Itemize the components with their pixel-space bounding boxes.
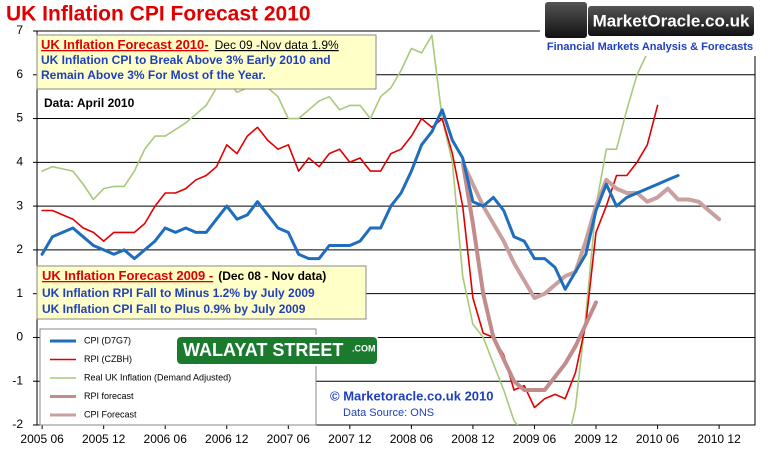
series-line (40, 108, 680, 291)
annotation-line: UK Inflation CPI Fall to Plus 0.9% by Ju… (42, 302, 306, 316)
data-note: Data: April 2010 (44, 96, 135, 110)
y-tick-label: -2 (12, 417, 23, 431)
heading: UK Inflation Forecast 2009 - (42, 268, 213, 283)
logo-banner (588, 6, 754, 36)
note: (Dec 08 - Nov data) (218, 269, 326, 283)
x-tick-label: 2007 06 (267, 432, 311, 446)
series-lines (40, 34, 722, 425)
annotation-box (36, 34, 377, 90)
sign-suffix: .COM (352, 343, 376, 353)
x-tick-label: 2009 12 (574, 432, 618, 446)
legend-label: CPI Forecast (84, 409, 137, 419)
x-tick-label: 2007 12 (328, 432, 372, 446)
x-tick-label: 2008 06 (390, 432, 434, 446)
heading: UK Inflation Forecast 2010- (41, 37, 209, 52)
annotation-line: UK Inflation RPI Fall to Minus 1.2% by J… (42, 286, 315, 300)
sign: WALAYAT STREET .COM (175, 335, 379, 366)
x-tick-label: 2009 06 (513, 432, 557, 446)
copyright: © Marketoracle.co.uk 2010 (330, 388, 494, 403)
chart-title: UK Inflation CPI Forecast 2010 (6, 3, 311, 26)
y-tick-label: 7 (16, 23, 23, 37)
x-tick-label: 2010 12 (697, 432, 741, 446)
annotation-heading: UK Inflation Forecast 2010- Dec 09 -Nov d… (41, 37, 339, 52)
annotation-box (36, 265, 367, 320)
legend-label: CPI (D7G7) (84, 335, 131, 345)
legend-label: Real UK Inflation (Demand Adjusted) (84, 372, 231, 382)
sign-board (175, 335, 379, 366)
y-tick-label: 5 (16, 111, 23, 125)
series-line (41, 104, 659, 409)
legend-label: RPI (CZBH) (84, 354, 132, 364)
ticks: -2 -1 0 1 2 3 4 5 6 7 2005 06 2005 12 2006 06 2006 12… (12, 23, 741, 446)
x-tick-label: 2008 12 (451, 432, 495, 446)
y-tick-label: 4 (16, 155, 23, 169)
y-tick-label: 1 (16, 286, 23, 300)
series-line (460, 160, 598, 392)
annotation-2010: UK Inflation Forecast 2010- Dec 09 -Nov d… (36, 34, 377, 90)
series-line (41, 34, 649, 425)
source: Data Source: ONS (343, 407, 434, 419)
annotation-line: UK Inflation CPI to Break Above 3% Early… (41, 53, 331, 67)
logo-icon (545, 2, 587, 38)
logo-name: MarketOracle.co.uk (593, 11, 750, 30)
x-tick-label: 2005 06 (20, 432, 64, 446)
annotation-2009: UK Inflation Forecast 2009 - (Dec 08 - No… (36, 265, 367, 320)
y-tick-label: -1 (12, 373, 23, 387)
y-tick-label: 3 (16, 198, 23, 212)
legend-label: RPI forecast (84, 391, 134, 401)
x-tick-label: 2010 06 (636, 432, 680, 446)
logo-tagline: Financial Markets Analysis & Forecasts (547, 41, 753, 53)
sign-name: WALAYAT STREET (183, 340, 343, 360)
annotation-heading: UK Inflation Forecast 2009 - (Dec 08 - No… (42, 268, 326, 283)
y-tick-label: 6 (16, 67, 23, 81)
series-line (460, 160, 722, 300)
x-tick-label: 2005 12 (82, 432, 126, 446)
y-tick-label: 0 (16, 330, 23, 344)
note: Dec 09 -Nov data 1.9% (215, 38, 339, 52)
x-tick-label: 2006 12 (205, 432, 249, 446)
x-tick-label: 2006 06 (144, 432, 188, 446)
y-tick-label: 2 (16, 242, 23, 256)
annotation-line: Remain Above 3% For Most of the Year. (41, 68, 266, 82)
logo: MarketOracle.co.uk Financial Markets Ana… (540, 0, 756, 56)
